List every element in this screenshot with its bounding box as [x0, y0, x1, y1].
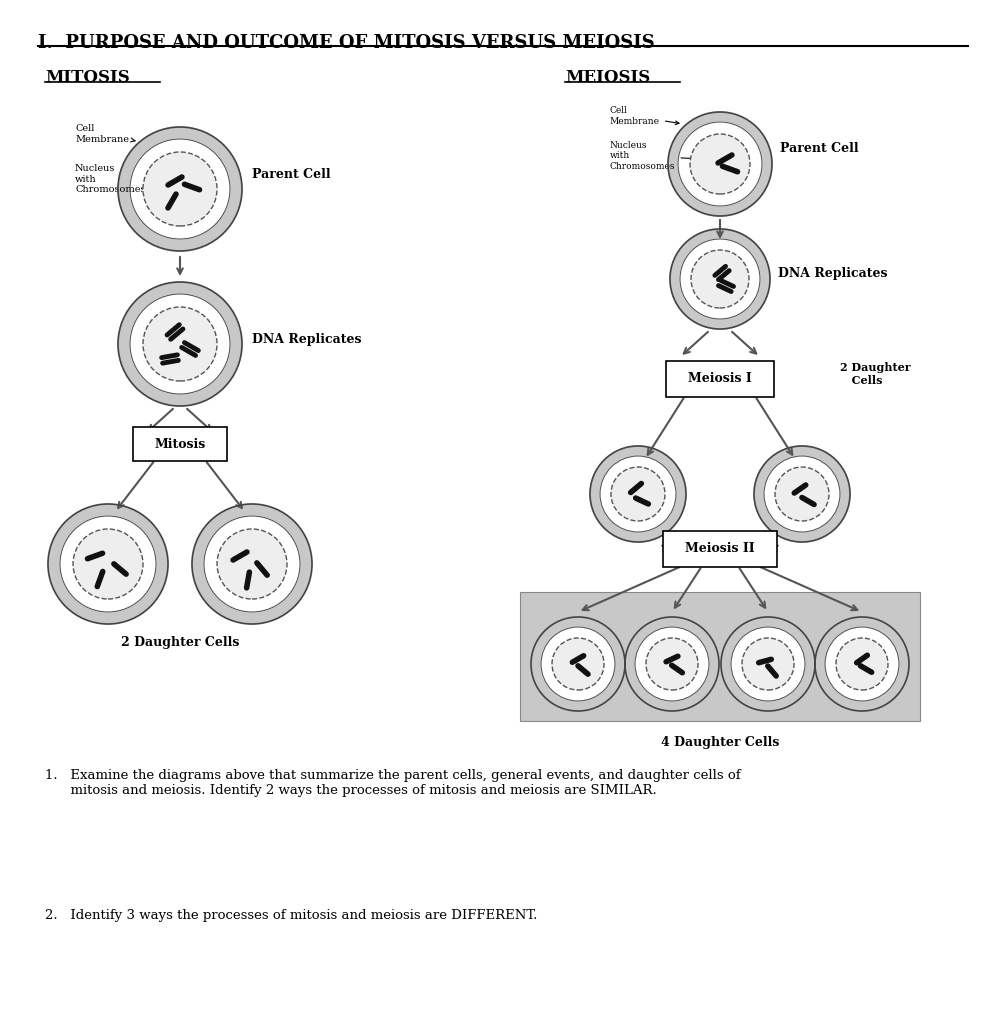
Text: Meiosis I: Meiosis I: [688, 373, 751, 385]
Circle shape: [130, 139, 230, 239]
Text: Mitosis: Mitosis: [154, 437, 205, 451]
Circle shape: [691, 250, 749, 308]
Text: Nucleus
with
Chromosomes: Nucleus with Chromosomes: [610, 141, 699, 171]
Circle shape: [143, 307, 217, 381]
Text: 2 Daughter
   Cells: 2 Daughter Cells: [840, 362, 910, 386]
Circle shape: [192, 504, 312, 624]
Circle shape: [600, 456, 676, 532]
Circle shape: [611, 467, 665, 521]
Text: Parent Cell: Parent Cell: [252, 168, 331, 180]
Text: Meiosis II: Meiosis II: [685, 543, 754, 555]
Text: MEIOSIS: MEIOSIS: [565, 69, 650, 86]
Circle shape: [48, 504, 168, 624]
Circle shape: [646, 638, 698, 690]
FancyBboxPatch shape: [133, 427, 227, 461]
FancyBboxPatch shape: [663, 531, 777, 567]
Circle shape: [825, 627, 899, 701]
Text: 2.   Identify 3 ways the processes of mitosis and meiosis are DIFFERENT.: 2. Identify 3 ways the processes of mito…: [45, 909, 537, 922]
Circle shape: [118, 127, 242, 251]
Circle shape: [541, 627, 615, 701]
Text: MITOSIS: MITOSIS: [45, 69, 130, 86]
Text: I.  PURPOSE AND OUTCOME OF MITOSIS VERSUS MEIOSIS: I. PURPOSE AND OUTCOME OF MITOSIS VERSUS…: [38, 34, 655, 52]
Circle shape: [531, 617, 625, 711]
FancyBboxPatch shape: [520, 592, 920, 721]
Text: 4 Daughter Cells: 4 Daughter Cells: [661, 736, 780, 749]
Text: Cell
Membrane: Cell Membrane: [75, 124, 135, 143]
Circle shape: [143, 152, 217, 226]
Circle shape: [552, 638, 604, 690]
Circle shape: [742, 638, 794, 690]
Circle shape: [690, 134, 750, 194]
Circle shape: [678, 122, 762, 206]
Circle shape: [668, 112, 772, 216]
Circle shape: [836, 638, 888, 690]
Text: Parent Cell: Parent Cell: [780, 142, 859, 156]
Circle shape: [625, 617, 719, 711]
Circle shape: [764, 456, 840, 532]
Circle shape: [670, 229, 770, 329]
Text: Cell
Membrane: Cell Membrane: [610, 106, 679, 126]
Circle shape: [775, 467, 829, 521]
Circle shape: [731, 627, 805, 701]
Text: DNA Replicates: DNA Replicates: [252, 333, 361, 345]
Circle shape: [130, 294, 230, 394]
Text: Nucleus
with
Chromosomes: Nucleus with Chromosomes: [75, 164, 156, 194]
Circle shape: [217, 529, 287, 599]
Circle shape: [680, 239, 760, 319]
Text: DNA Replicates: DNA Replicates: [778, 267, 887, 281]
Circle shape: [721, 617, 815, 711]
Circle shape: [635, 627, 709, 701]
Circle shape: [73, 529, 143, 599]
Circle shape: [118, 282, 242, 406]
Circle shape: [60, 516, 156, 612]
Circle shape: [815, 617, 909, 711]
FancyBboxPatch shape: [666, 361, 774, 397]
Circle shape: [590, 446, 686, 542]
Text: 1.   Examine the diagrams above that summarize the parent cells, general events,: 1. Examine the diagrams above that summa…: [45, 769, 740, 797]
Text: 2 Daughter Cells: 2 Daughter Cells: [121, 636, 239, 649]
Circle shape: [204, 516, 300, 612]
Circle shape: [754, 446, 850, 542]
